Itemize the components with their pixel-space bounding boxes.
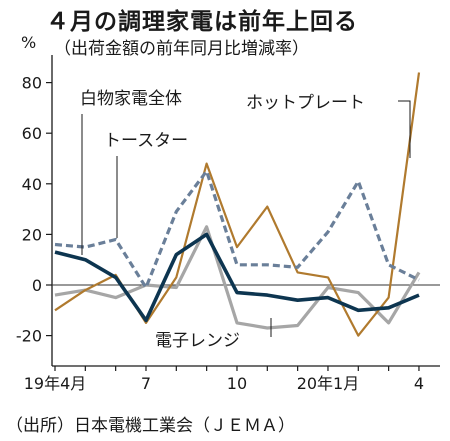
chart-subtitle: （出荷金額の前年同月比増減率） xyxy=(54,39,309,59)
source-note: （出所）日本電機工業会（ＪＥＭＡ） xyxy=(6,416,295,436)
y-tick-label: 20 xyxy=(22,225,42,244)
series-lines xyxy=(54,72,421,337)
y-unit-label: % xyxy=(21,33,36,52)
series-line-range xyxy=(54,225,421,330)
x-tick-label: 4 xyxy=(414,374,424,393)
series-label-toaster: トースター xyxy=(104,131,188,151)
series-label-range: 電子レンジ xyxy=(155,331,240,351)
series-line-toaster xyxy=(54,169,420,290)
y-tick-label: 80 xyxy=(22,74,42,93)
y-tick-label: 60 xyxy=(22,124,42,143)
x-tick-label: 10 xyxy=(227,374,247,393)
axes: % 80 60 40 20 0 -20 19年4月 7 10 20年1月 4 xyxy=(16,33,440,393)
leader-line-hotplate xyxy=(398,100,411,158)
series-label-hotplate: ホットプレート xyxy=(246,93,365,113)
x-tick-label: 7 xyxy=(141,374,151,393)
series-label-white_goods: 白物家電全体 xyxy=(80,89,182,109)
series-line-white_goods xyxy=(54,232,420,323)
y-tick-label: -20 xyxy=(16,327,42,346)
y-tick-label: 0 xyxy=(32,276,42,295)
series-line-hotplate xyxy=(54,72,421,337)
y-tick-label: 40 xyxy=(22,175,42,194)
chart-title: ４月の調理家電は前年上回る xyxy=(46,9,358,35)
x-tick-label: 20年1月 xyxy=(297,374,360,393)
x-tick-label: 19年4月 xyxy=(24,374,87,393)
